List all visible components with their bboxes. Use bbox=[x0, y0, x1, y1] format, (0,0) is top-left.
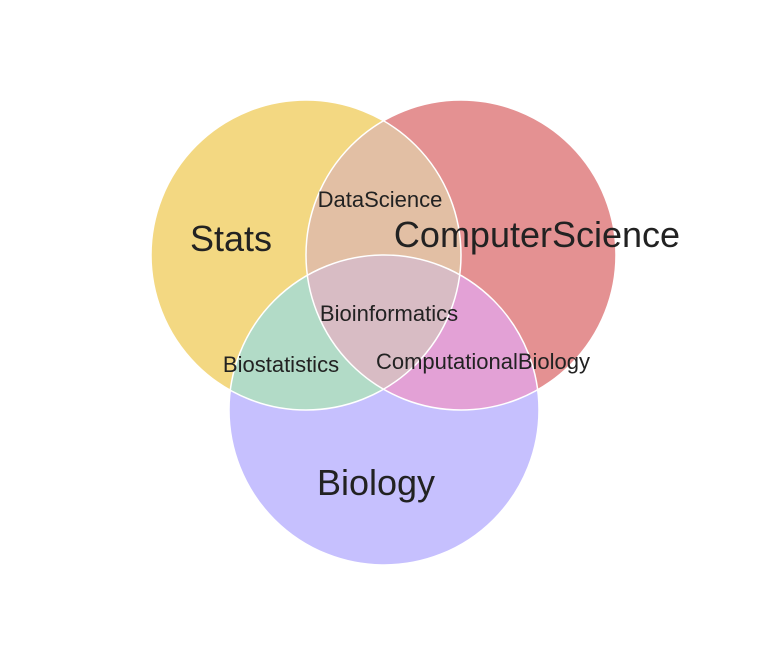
computational-biology-label: ComputationalBiology bbox=[376, 349, 590, 374]
stats-label: Stats bbox=[190, 218, 272, 259]
biostatistics-region bbox=[229, 255, 461, 410]
biostatistics-label: Biostatistics bbox=[223, 352, 339, 377]
stats-outline bbox=[150, 99, 462, 411]
biology-outline bbox=[228, 254, 540, 566]
bioinformatics-label: Bioinformatics bbox=[320, 301, 458, 326]
data-science-label: DataScience bbox=[318, 187, 443, 212]
computer-science-label: ComputerScience bbox=[394, 214, 680, 255]
biology-label: Biology bbox=[317, 462, 435, 503]
computer-science-outline bbox=[305, 99, 617, 411]
